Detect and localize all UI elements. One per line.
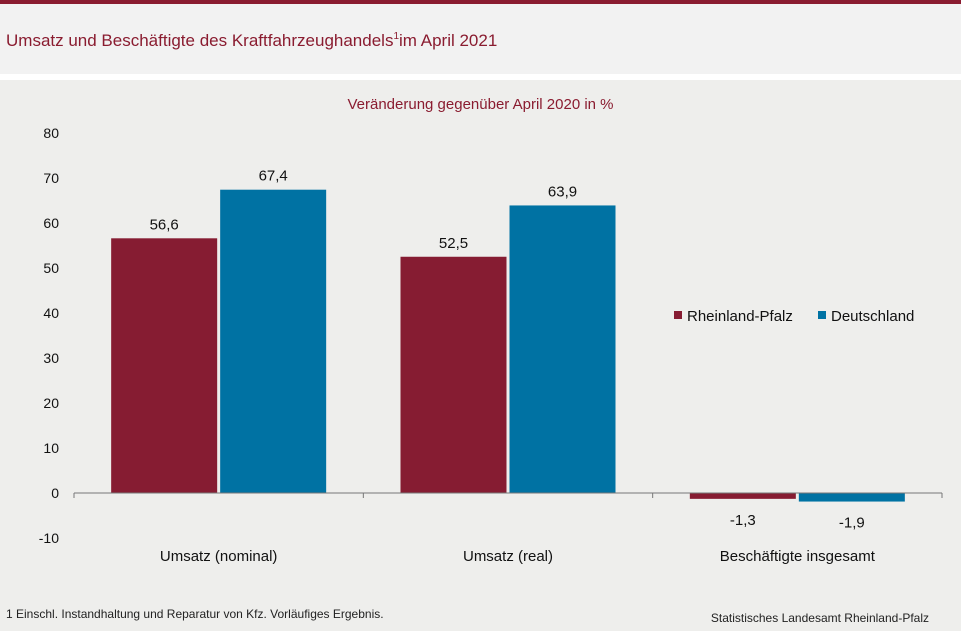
category-label: Umsatz (real) xyxy=(463,548,553,565)
title-footnote-marker: 1 xyxy=(393,31,400,42)
y-tick-label: 10 xyxy=(43,440,59,456)
legend-swatch xyxy=(818,311,826,319)
y-tick-label: 80 xyxy=(43,125,59,141)
bar-rheinland-pfalz xyxy=(400,256,507,493)
footnote: 1 Einschl. Instandhaltung und Reparatur … xyxy=(6,607,384,621)
data-label: -1,3 xyxy=(730,512,756,529)
y-tick-label: 60 xyxy=(43,215,59,231)
data-label: -1,9 xyxy=(839,515,865,532)
source-note: Statistisches Landesamt Rheinland-Pfalz xyxy=(710,611,929,625)
bar-rheinland-pfalz xyxy=(689,493,796,499)
legend-label: Rheinland-Pfalz xyxy=(687,308,793,325)
top-accent-bar xyxy=(0,0,961,4)
title-divider xyxy=(0,74,961,80)
title-main: Umsatz und Beschäftigte des Kraftfahrzeu… xyxy=(6,31,394,50)
title-suffix: im April 2021 xyxy=(399,31,498,50)
title-band xyxy=(0,4,961,74)
y-tick-label: -10 xyxy=(39,530,59,546)
data-label: 56,6 xyxy=(150,216,179,233)
y-tick-label: 30 xyxy=(43,350,59,366)
y-tick-label: 70 xyxy=(43,170,59,186)
data-label: 52,5 xyxy=(439,235,468,252)
data-label: 67,4 xyxy=(259,168,288,185)
category-label: Umsatz (nominal) xyxy=(160,548,278,565)
bar-deutschland xyxy=(509,205,616,493)
category-label: Beschäftigte insgesamt xyxy=(720,548,876,565)
chart-subtitle: Veränderung gegenüber April 2020 in % xyxy=(347,96,614,113)
data-label: 63,9 xyxy=(548,183,577,200)
y-tick-label: 20 xyxy=(43,395,59,411)
page-title: Umsatz und Beschäftigte des Kraftfahrzeu… xyxy=(6,31,497,51)
y-tick-label: 50 xyxy=(43,260,59,276)
y-tick-label: 40 xyxy=(43,305,59,321)
bar-rheinland-pfalz xyxy=(111,238,218,493)
bar-deutschland xyxy=(220,189,327,493)
bar-deutschland xyxy=(798,493,905,502)
legend-label: Deutschland xyxy=(831,308,914,325)
y-tick-label: 0 xyxy=(51,485,59,501)
legend-swatch xyxy=(674,311,682,319)
